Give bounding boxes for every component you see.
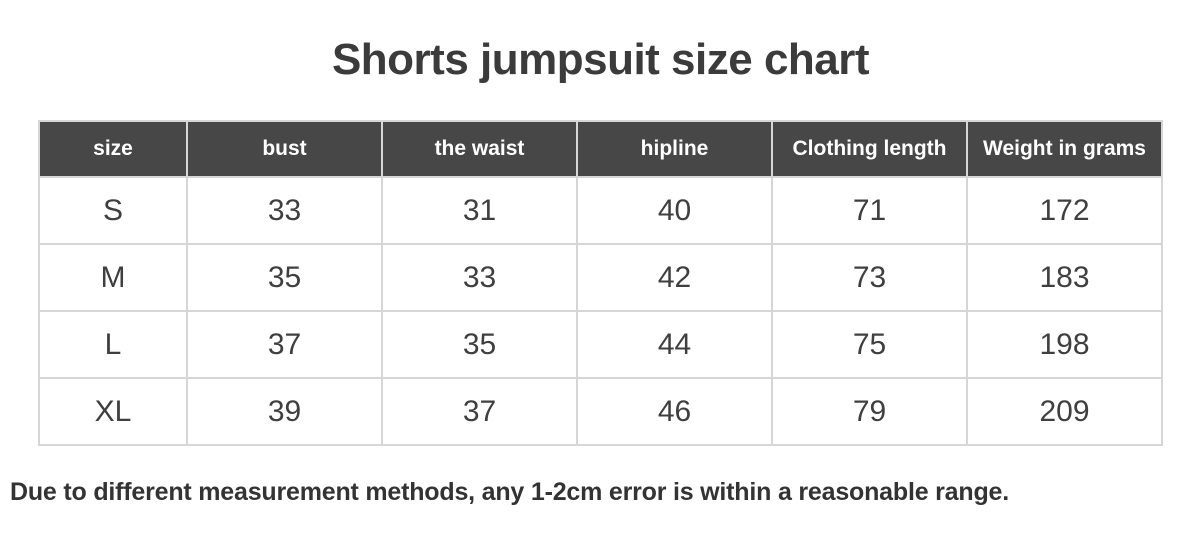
size-chart-table: size bust the waist hipline Clothing len… xyxy=(38,120,1163,447)
table-header-row: size bust the waist hipline Clothing len… xyxy=(38,120,1163,179)
size-label-cell: M xyxy=(38,243,188,313)
column-header-waist: the waist xyxy=(381,120,578,179)
table-cell: 31 xyxy=(381,176,578,246)
table-cell: 71 xyxy=(771,176,968,246)
table-cell: 35 xyxy=(186,243,383,313)
table-cell: 198 xyxy=(966,310,1163,380)
column-header-clothing-length: Clothing length xyxy=(771,120,968,179)
table-cell: 172 xyxy=(966,176,1163,246)
column-header-hipline: hipline xyxy=(576,120,773,179)
table-cell: 75 xyxy=(771,310,968,380)
size-label-cell: XL xyxy=(38,377,188,447)
table-cell: 209 xyxy=(966,377,1163,447)
column-header-size: size xyxy=(38,120,188,179)
table-row-m: M 35 33 42 73 183 xyxy=(38,243,1163,313)
table-cell: 73 xyxy=(771,243,968,313)
column-header-weight: Weight in grams xyxy=(966,120,1163,179)
table-cell: 42 xyxy=(576,243,773,313)
size-chart-page: Shorts jumpsuit size chart size bust the… xyxy=(10,35,1163,507)
table-cell: 35 xyxy=(381,310,578,380)
size-label-cell: L xyxy=(38,310,188,380)
table-cell: 183 xyxy=(966,243,1163,313)
table-cell: 39 xyxy=(186,377,383,447)
table-row-l: L 37 35 44 75 198 xyxy=(38,310,1163,380)
measurement-disclaimer: Due to different measurement methods, an… xyxy=(10,478,1009,507)
table-cell: 33 xyxy=(381,243,578,313)
table-cell: 40 xyxy=(576,176,773,246)
table-cell: 79 xyxy=(771,377,968,447)
column-header-bust: bust xyxy=(186,120,383,179)
size-label-cell: S xyxy=(38,176,188,246)
table-cell: 44 xyxy=(576,310,773,380)
table-cell: 46 xyxy=(576,377,773,447)
table-row-xl: XL 39 37 46 79 209 xyxy=(38,377,1163,447)
table-cell: 37 xyxy=(381,377,578,447)
table-cell: 37 xyxy=(186,310,383,380)
table-row-s: S 33 31 40 71 172 xyxy=(38,176,1163,246)
page-title: Shorts jumpsuit size chart xyxy=(331,35,870,84)
table-cell: 33 xyxy=(186,176,383,246)
